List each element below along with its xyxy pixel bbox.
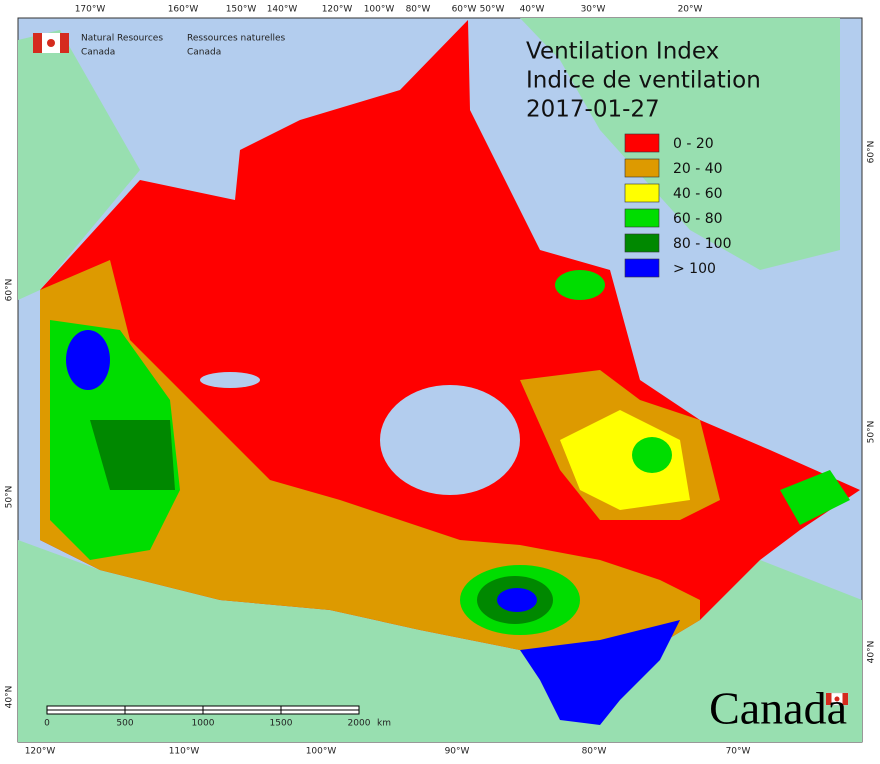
longitude-label: 100°W (306, 747, 337, 757)
longitude-label: 120°W (25, 747, 56, 757)
longitude-label: 60°W (452, 5, 477, 15)
org-name-fr: Ressources naturelles (187, 34, 286, 44)
map-title: Indice de ventilation (526, 68, 761, 94)
latitude-label: 40°N (5, 686, 15, 709)
longitude-label: 140°W (267, 5, 298, 15)
legend-swatch (624, 183, 660, 203)
legend-swatch (624, 158, 660, 178)
longitude-label: 70°W (726, 747, 751, 757)
scale-label: 1500 (270, 719, 293, 729)
longitude-label: 110°W (169, 747, 200, 757)
map-title: Ventilation Index (526, 39, 719, 65)
longitude-label: 50°W (480, 5, 505, 15)
longitude-label: 80°W (406, 5, 431, 15)
longitude-label: 90°W (445, 747, 470, 757)
org-name-fr: Canada (187, 48, 221, 58)
legend-label: 40 - 60 (673, 186, 723, 202)
legend-swatch (624, 258, 660, 278)
scale-unit: km (377, 719, 391, 729)
longitude-label: 30°W (581, 5, 606, 15)
longitude-label: 160°W (168, 5, 199, 15)
longitude-label: 150°W (226, 5, 257, 15)
longitude-label: 100°W (364, 5, 395, 15)
legend-label: 20 - 40 (673, 161, 723, 177)
base-map (18, 18, 862, 742)
longitude-label: 120°W (322, 5, 353, 15)
latitude-label: 50°N (5, 486, 15, 509)
org-name-en: Canada (81, 48, 115, 58)
canada-wordmark: Canada (709, 683, 847, 734)
legend-swatch (624, 208, 660, 228)
latitude-label: 60°N (867, 141, 877, 164)
scale-label: 1000 (192, 719, 215, 729)
legend-swatch (624, 133, 660, 153)
longitude-label: 40°W (520, 5, 545, 15)
latitude-label: 40°N (867, 641, 877, 664)
legend-swatch (624, 233, 660, 253)
longitude-label: 20°W (678, 5, 703, 15)
scale-label: 500 (116, 719, 133, 729)
legend-label: 80 - 100 (673, 236, 732, 252)
latitude-label: 50°N (867, 421, 877, 444)
longitude-label: 80°W (582, 747, 607, 757)
canada-flag-wordmark (825, 692, 849, 706)
map-title: 2017-01-27 (526, 97, 660, 123)
legend-label: 0 - 20 (673, 136, 714, 152)
legend-label: > 100 (673, 261, 716, 277)
latitude-label: 60°N (5, 279, 15, 302)
longitude-label: 170°W (75, 5, 106, 15)
scale-label: 0 (44, 719, 50, 729)
org-name-en: Natural Resources (81, 34, 163, 44)
scale-label: 2000 (348, 719, 371, 729)
legend-label: 60 - 80 (673, 211, 723, 227)
canada-flag-small (33, 33, 69, 53)
